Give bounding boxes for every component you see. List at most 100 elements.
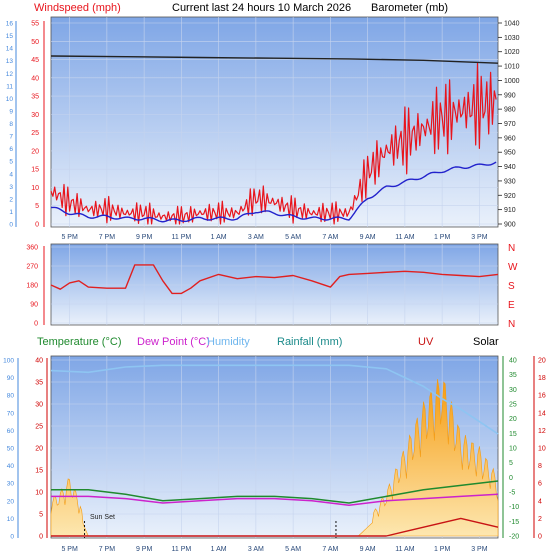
mb-tick-label: 980 (504, 107, 516, 114)
temp-tick-label: 0 (39, 534, 43, 541)
temp-tick-label: 40 (35, 358, 43, 365)
time-tick-label: 7 AM (322, 234, 338, 241)
temp-right-tick-label: 0 (509, 475, 513, 482)
time-tick-label: 9 AM (360, 234, 376, 241)
humidity-tick-label: 10 (7, 516, 15, 523)
time-tick-label: 1 PM (434, 234, 451, 241)
time-tick-label: 3 PM (471, 546, 488, 553)
wind-barometer-panel (50, 16, 499, 228)
direction-tick-label: 90 (30, 302, 38, 309)
time-tick-label: 7 PM (99, 546, 116, 553)
mph-tick-label: 35 (31, 94, 39, 101)
beaufort-tick-label: 4 (9, 171, 13, 178)
mb-tick-label: 910 (504, 207, 516, 214)
humidity-tick-label: 50 (7, 446, 15, 453)
humidity-tick-label: 30 (7, 481, 15, 488)
legend-dew-point: Dew Point (°C) (137, 336, 210, 348)
beaufort-tick-label: 8 (9, 121, 13, 128)
beaufort-tick-label: 10 (6, 96, 14, 103)
humidity-tick-label: 60 (7, 428, 15, 435)
temp-right-tick-label: 5 (509, 460, 513, 467)
compass-label: N (508, 319, 515, 330)
beaufort-tick-label: 9 (9, 108, 13, 115)
temp-right-tick-label: 30 (509, 387, 517, 394)
temp-right-tick-label: -5 (509, 490, 515, 497)
compass-label: N (508, 243, 515, 254)
time-tick-label: 1 AM (211, 234, 227, 241)
temp-right-tick-label: 15 (509, 431, 517, 438)
direction-tick-label: 360 (26, 245, 38, 252)
mb-tick-label: 970 (504, 121, 516, 128)
mph-tick-label: 40 (31, 75, 39, 82)
time-tick-label: 11 AM (395, 546, 414, 553)
compass-label: W (508, 262, 518, 273)
beaufort-tick-label: 1 (9, 209, 13, 216)
mb-tick-label: 940 (504, 164, 516, 171)
mph-tick-label: 50 (31, 39, 39, 46)
uv-tick-label: 8 (538, 463, 542, 470)
uv-tick-label: 4 (538, 498, 542, 505)
time-tick-label: 11 PM (172, 546, 192, 553)
time-tick-label: 11 AM (395, 234, 414, 241)
mb-tick-label: 1030 (504, 35, 520, 42)
beaufort-tick-label: 11 (6, 83, 13, 90)
temp-right-tick-label: -20 (509, 534, 519, 541)
humidity-tick-label: 40 (7, 463, 15, 470)
wind-average-line (50, 161, 497, 223)
mb-tick-label: 960 (504, 135, 516, 142)
temp-right-tick-label: -15 (509, 519, 519, 526)
mph-tick-label: 30 (31, 112, 39, 119)
temp-tick-label: 10 (35, 490, 43, 497)
temp-right-tick-label: 40 (509, 358, 517, 365)
mph-tick-label: 25 (31, 130, 39, 137)
humidity-tick-label: 0 (10, 534, 14, 541)
uv-line (51, 517, 499, 537)
mb-tick-label: 1000 (504, 78, 520, 85)
uv-tick-label: 6 (538, 481, 542, 488)
mph-tick-label: 20 (31, 148, 39, 155)
legend-temperature: Temperature (°C) (37, 336, 121, 348)
time-tick-label: 9 PM (136, 234, 153, 241)
direction-tick-label: 180 (26, 283, 38, 290)
time-tick-label: 3 AM (248, 546, 264, 553)
windspeed-axis-title: Windspeed (mph) (34, 2, 121, 14)
uv-tick-label: 14 (538, 410, 546, 417)
time-tick-label: 1 AM (211, 546, 227, 553)
wind-direction-panel (50, 243, 499, 326)
time-tick-label: 5 AM (285, 234, 301, 241)
temperature-line (51, 480, 499, 504)
mph-tick-label: 55 (31, 21, 39, 28)
legend-humidity: Humidity (207, 336, 250, 348)
series-layer (50, 55, 499, 538)
direction-tick-label: 0 (34, 321, 38, 328)
time-tick-label: 7 PM (99, 234, 116, 241)
temp-right-tick-label: 35 (509, 372, 517, 379)
beaufort-tick-label: 15 (6, 33, 14, 40)
mph-tick-label: 5 (35, 203, 39, 210)
uv-tick-label: 2 (538, 516, 542, 523)
time-tick-label: 5 PM (61, 234, 78, 241)
beaufort-tick-label: 14 (6, 46, 14, 53)
direction-tick-label: 270 (26, 264, 38, 271)
beaufort-tick-label: 6 (9, 146, 13, 153)
mb-tick-label: 900 (504, 222, 516, 229)
mb-tick-label: 990 (504, 92, 516, 99)
temp-right-tick-label: 25 (509, 402, 517, 409)
time-tick-label: 9 PM (136, 546, 153, 553)
beaufort-tick-label: 0 (9, 222, 13, 229)
uv-tick-label: 0 (538, 534, 542, 541)
legend-rainfall: Rainfall (mm) (277, 336, 342, 348)
mph-tick-label: 15 (31, 167, 39, 174)
temp-tick-label: 35 (35, 380, 43, 387)
time-tick-label: 5 PM (61, 546, 78, 553)
humidity-tick-label: 80 (7, 393, 15, 400)
legend-uv: UV (418, 336, 434, 348)
temp-tick-label: 5 (39, 512, 43, 519)
time-tick-label: 5 AM (285, 546, 301, 553)
time-tick-label: 11 PM (172, 234, 192, 241)
beaufort-tick-label: 3 (9, 184, 13, 191)
dew-point-line (51, 493, 499, 506)
temp-right-tick-label: -10 (509, 504, 519, 511)
mph-tick-label: 45 (31, 57, 39, 64)
mb-tick-label: 930 (504, 178, 516, 185)
